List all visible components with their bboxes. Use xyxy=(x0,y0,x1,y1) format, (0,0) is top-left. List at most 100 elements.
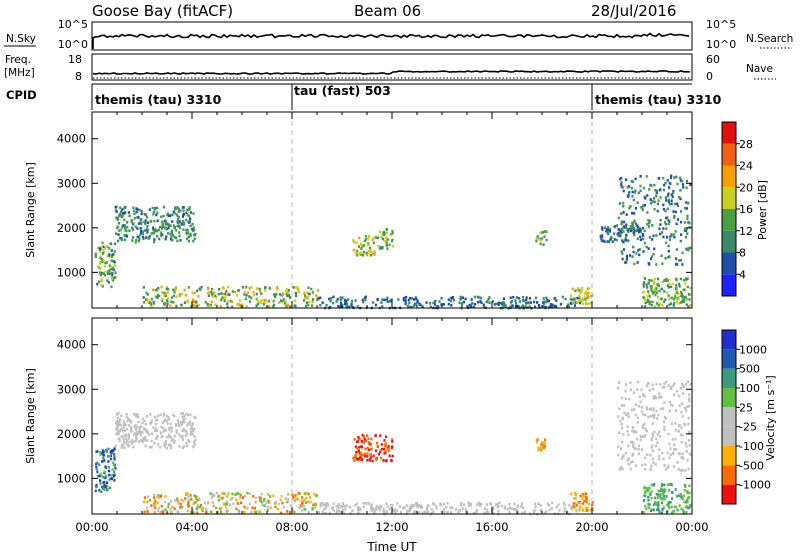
echo-cell xyxy=(169,446,172,450)
echo-cell xyxy=(667,432,670,436)
x-tick-label: 00:00 xyxy=(675,520,708,534)
echo-cell xyxy=(186,492,189,495)
echo-cell xyxy=(359,507,362,511)
echo-cell xyxy=(126,419,129,423)
echo-cell xyxy=(610,236,613,240)
echo-cell xyxy=(689,246,692,250)
echo-cell xyxy=(356,450,359,454)
echo-cell xyxy=(332,502,335,506)
echo-cell xyxy=(407,298,410,302)
echo-cell xyxy=(508,502,511,506)
echo-cell xyxy=(357,458,360,462)
echo-cell xyxy=(621,252,624,255)
echo-cell xyxy=(195,304,199,308)
echo-cell xyxy=(156,288,159,291)
echo-cell xyxy=(111,277,114,281)
echo-cell xyxy=(633,229,636,233)
echo-cell xyxy=(682,457,685,460)
echo-cell xyxy=(509,301,512,304)
echo-cell xyxy=(159,413,162,417)
echo-cell xyxy=(391,244,394,248)
echo-cell xyxy=(648,188,651,191)
echo-cell xyxy=(689,286,692,290)
echo-cell xyxy=(252,495,255,498)
echo-cell xyxy=(153,502,157,506)
echo-cell xyxy=(405,295,408,299)
echo-cell xyxy=(112,276,115,280)
echo-cell xyxy=(165,414,169,418)
echo-cell xyxy=(426,504,429,507)
echo-cell xyxy=(190,431,193,435)
echo-cell xyxy=(329,299,332,303)
echo-cell xyxy=(646,384,649,388)
echo-cell xyxy=(648,221,651,225)
echo-cell xyxy=(276,507,279,511)
echo-cell xyxy=(171,233,175,237)
echo-cell xyxy=(144,298,148,302)
echo-cell xyxy=(166,286,169,289)
echo-cell xyxy=(663,425,666,429)
echo-cell xyxy=(672,191,675,194)
echo-cell xyxy=(551,306,554,309)
echo-cell xyxy=(640,405,643,409)
echo-cell xyxy=(583,296,586,299)
echo-cell xyxy=(384,442,387,445)
power-colorbar-tick-label: 28 xyxy=(739,138,753,151)
y-tick-label: 1000 xyxy=(57,471,86,485)
echo-cell xyxy=(659,232,662,236)
echo-cell xyxy=(321,301,324,304)
echo-cell xyxy=(681,295,684,298)
echo-cell xyxy=(162,205,165,209)
echo-cell xyxy=(348,505,351,509)
echo-cell xyxy=(196,498,199,502)
echo-cell xyxy=(683,288,686,291)
echo-cell xyxy=(99,453,102,457)
echo-cell xyxy=(381,447,384,451)
echo-cell xyxy=(542,243,545,246)
echo-cell xyxy=(292,286,295,289)
echo-cell xyxy=(111,266,114,270)
echo-cell xyxy=(667,200,670,204)
echo-cell xyxy=(528,305,531,308)
echo-cell xyxy=(229,498,232,501)
echo-cell xyxy=(386,298,389,301)
echo-cell xyxy=(150,232,153,235)
echo-cell xyxy=(664,417,667,420)
echo-cell xyxy=(363,435,366,438)
echo-cell xyxy=(362,244,365,247)
echo-cell xyxy=(674,210,677,214)
echo-cell xyxy=(122,441,126,444)
echo-cell xyxy=(238,492,241,496)
echo-cell xyxy=(686,459,689,462)
echo-cell xyxy=(113,479,116,482)
echo-cell xyxy=(651,238,654,241)
echo-cell xyxy=(217,292,220,296)
echo-cell xyxy=(569,294,573,297)
echo-cell xyxy=(307,286,310,289)
echo-cell xyxy=(300,499,303,502)
echo-cell xyxy=(222,292,225,296)
echo-cell xyxy=(275,292,278,296)
echo-cell xyxy=(267,299,270,303)
beam-title: Beam 06 xyxy=(354,2,421,20)
echo-cell xyxy=(304,508,307,511)
echo-cell xyxy=(158,294,161,298)
echo-cell xyxy=(337,304,340,308)
echo-cell xyxy=(680,440,683,444)
echo-cell xyxy=(153,442,156,445)
echo-cell xyxy=(379,456,383,460)
echo-cell xyxy=(283,299,286,303)
echo-cell xyxy=(125,415,128,419)
echo-cell xyxy=(647,290,650,293)
echo-cell xyxy=(352,456,355,460)
echo-cell xyxy=(95,467,98,471)
echo-cell xyxy=(186,422,189,425)
echo-cell xyxy=(549,305,552,309)
echo-cell xyxy=(618,177,622,181)
echo-cell xyxy=(96,282,99,286)
echo-cell xyxy=(311,291,314,294)
echo-cell xyxy=(674,429,677,432)
echo-cell xyxy=(110,457,113,461)
echo-cell xyxy=(341,508,345,512)
